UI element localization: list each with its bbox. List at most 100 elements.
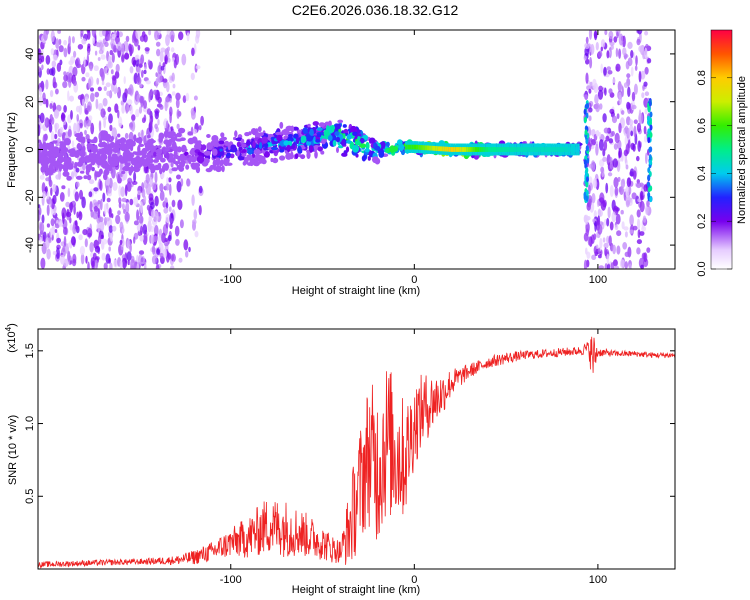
heatmap-cell (559, 147, 563, 152)
heatmap-cell (172, 83, 176, 89)
heatmap-cell (638, 70, 642, 83)
heatmap-cell (42, 92, 46, 102)
heatmap-cell (108, 164, 113, 172)
heatmap-cell (600, 46, 603, 52)
heatmap-cell (132, 181, 138, 185)
snr-y-ticks: 0.5 1.0 1.5 (24, 343, 675, 504)
heatmap-cell (615, 63, 621, 72)
heatmap-cell (46, 223, 51, 228)
heatmap-cell (86, 101, 92, 112)
heatmap-cell (129, 104, 134, 115)
heatmap-cell (590, 43, 595, 55)
heatmap-cell (100, 108, 106, 118)
heatmap-cell (611, 211, 617, 223)
heatmap-cell (136, 76, 142, 85)
heatmap-cell (109, 160, 116, 164)
heatmap-cell (197, 151, 202, 156)
heatmap-cell (117, 177, 122, 184)
heatmap-cell (95, 98, 99, 110)
heatmap-cell (289, 134, 293, 140)
heatmap-cell (587, 236, 591, 246)
heatmap-cell (611, 130, 615, 137)
heatmap-cell (39, 112, 45, 124)
heatmap-cell (113, 259, 119, 268)
heatmap-cell (294, 153, 299, 160)
heatmap-cell (91, 260, 95, 269)
heatmap-cell (143, 100, 147, 109)
heatmap-cell (41, 214, 45, 224)
heatmap-cell (45, 55, 51, 65)
heatmap-cell (160, 157, 166, 163)
heatmap-cell (186, 154, 190, 159)
heatmap-cell (109, 124, 113, 132)
heatmap-cell (164, 48, 169, 56)
heatmap-cell (372, 156, 379, 164)
heatmap-cell (618, 48, 622, 59)
heatmap-cell (167, 234, 172, 242)
heatmap-cell (46, 248, 51, 260)
heatmap-cell (583, 108, 587, 115)
x-tick-label: -100 (220, 274, 242, 286)
heatmap-cell (46, 191, 50, 200)
heatmap-cell (588, 107, 593, 113)
heatmap-cell (62, 171, 70, 177)
heatmap-cell (176, 132, 182, 138)
heatmap-cell (48, 68, 54, 76)
heatmap-cell (176, 180, 182, 193)
heatmap-cell (307, 123, 311, 128)
heatmap-cell (54, 151, 60, 158)
heatmap-cell (97, 57, 101, 61)
heatmap-cell (206, 142, 213, 151)
heatmap-cell (416, 144, 419, 150)
heatmap-cell (127, 99, 133, 105)
heatmap-cell (596, 199, 600, 208)
heatmap-cell (628, 186, 632, 195)
heatmap-cell (39, 222, 45, 234)
heatmap-cell (113, 45, 117, 53)
heatmap-cell (185, 164, 190, 170)
heatmap-cell (252, 140, 256, 148)
heatmap-cell (641, 226, 647, 232)
heatmap-cell (503, 147, 506, 152)
heatmap-cell (616, 245, 621, 255)
heatmap-cell (120, 186, 125, 197)
heatmap-cell (112, 225, 117, 232)
heatmap-cell (512, 147, 515, 152)
heatmap-cell (466, 147, 469, 152)
heatmap-cell (640, 70, 646, 80)
heatmap-cell (157, 118, 160, 126)
heatmap-cell (55, 247, 60, 260)
heatmap-cell (165, 34, 170, 47)
heatmap-cell (608, 88, 613, 95)
heatmap-cell (157, 145, 162, 149)
heatmap-cell (141, 69, 144, 78)
heatmap-cell (40, 156, 44, 164)
heatmap-cell (82, 162, 86, 171)
heatmap-cell (109, 49, 114, 56)
colorbar-tick-label: 0.4 (696, 166, 708, 181)
spectrogram-y-ticks: -40 -20 0 20 40 (24, 48, 675, 253)
heatmap-cell (614, 224, 619, 231)
heatmap-cell (121, 104, 125, 114)
heatmap-cell (107, 154, 112, 163)
heatmap-cell (446, 146, 449, 152)
heatmap-cell (74, 220, 78, 227)
heatmap-cell (135, 30, 141, 40)
heatmap-cell (546, 147, 549, 152)
heatmap-cell (459, 147, 462, 152)
heatmap-cell (118, 116, 123, 128)
heatmap-cell (117, 109, 120, 119)
spectrogram-x-ticks: -100 0 100 (220, 30, 607, 286)
heatmap-cell (119, 143, 127, 152)
heatmap-cell (119, 221, 124, 230)
heatmap-cell (636, 155, 640, 162)
heatmap-cell (230, 144, 237, 151)
heatmap-cell (619, 259, 626, 269)
heatmap-cell (279, 155, 286, 161)
heatmap-cell (48, 174, 52, 186)
heatmap-cell (112, 155, 118, 159)
heatmap-cell (74, 161, 78, 168)
heatmap-cell (140, 257, 144, 263)
heatmap-cell (341, 152, 348, 157)
heatmap-cell (644, 91, 650, 96)
